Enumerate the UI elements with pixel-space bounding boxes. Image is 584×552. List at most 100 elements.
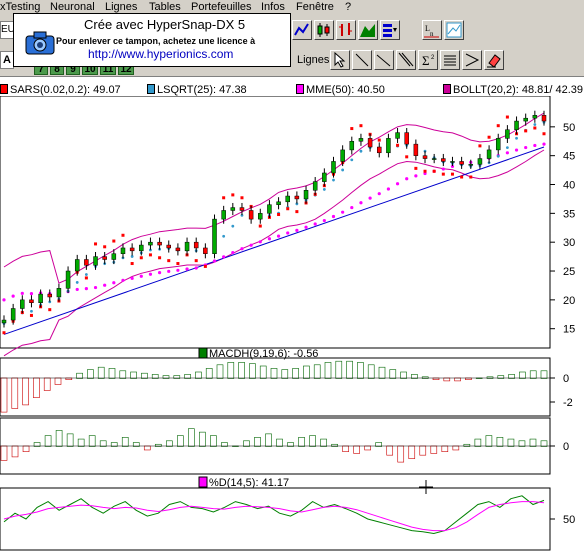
legend-bollt-label: BOLLT(20,2): 48.81/ 42.39 [453,84,584,96]
oscillator-bar [99,440,107,447]
lsqrt-point [350,158,354,162]
candle-body [404,132,409,145]
candle-body [367,138,373,148]
eraser-button[interactable] [484,50,504,70]
zoom-button[interactable] [444,20,464,40]
candle-body [422,155,428,159]
macd-bar [97,366,105,379]
menu-neuronal[interactable]: Neuronal [50,1,95,13]
menu-lignes[interactable]: Lignes [105,1,138,13]
mme-point [286,231,290,235]
macd-bar [205,368,213,379]
legend-lsqrt: LSQRT(25): 47.38 [147,84,247,96]
macd-bar [151,374,159,379]
menu-fenetre[interactable]: Fenêtre [296,1,334,13]
mme-point [249,243,253,247]
lines-stack-button[interactable] [440,50,460,70]
oscillator-bar [77,438,85,447]
lsqrt-point [515,136,518,140]
stochastic-k-line [3,495,545,535]
sar-point [203,264,207,268]
candle-body [56,288,62,298]
candlestick-button[interactable] [314,20,334,40]
lsqrt-point [533,123,537,126]
candle-body [129,247,135,252]
ohlc-bar-icon [339,23,352,36]
sar-point [350,127,354,131]
sar-point [158,256,162,260]
key-a-button[interactable]: A [0,51,14,69]
mme-point [405,177,409,181]
diagonal-line-icon [355,53,369,67]
oscillator-bar [243,440,250,447]
oscillator-bar [166,440,173,447]
candle-body [65,270,71,289]
candle-body [276,201,281,205]
line-chart-button[interactable] [292,20,312,40]
candle-body [331,161,336,174]
candle-body [431,158,437,160]
candle-body [459,161,464,165]
mme-point [542,142,546,146]
candle-body [166,244,171,249]
pointer-icon [334,52,346,68]
macd-bar [249,363,256,379]
mme-point [121,278,125,282]
mme-point [386,187,391,191]
macd-bar [195,371,202,379]
mme-point [276,234,281,238]
lsqrt-point [231,224,235,228]
candle-body [303,190,309,200]
sar-point [524,129,528,133]
mme-point [84,287,88,291]
macd-bar [389,369,397,379]
diagonal-line-2-icon [376,54,391,67]
arrow-button[interactable] [462,50,482,70]
diagonal-line-2-button[interactable] [374,50,394,70]
candlestick-icon [317,23,330,37]
ohlc-bar-button[interactable] [336,20,356,40]
menu-backtesting[interactable]: xTesting [0,1,41,13]
volume-button[interactable] [380,20,400,40]
candle-body [468,164,474,166]
mme-point [359,201,363,205]
sar-point [478,144,482,148]
oscillator-bar [463,443,471,447]
candle-body [120,247,126,254]
menu-portefeuilles[interactable]: Portefeuilles [191,1,252,13]
mountain-chart-button[interactable] [358,20,378,40]
symbol-dropdown[interactable]: EUI [0,21,14,39]
arrow-icon [465,53,480,67]
oscillator-bar [88,435,96,447]
menubar: xTesting Neuronal Lignes Tables Portefeu… [0,0,584,15]
macd-bar [313,364,321,379]
mme-point [533,143,537,148]
legend-mme-label: MME(50): 40.50 [306,84,385,96]
menu-tables[interactable]: Tables [149,1,181,13]
macd-swatch [198,347,208,359]
menu-help[interactable]: ? [345,1,352,13]
oscillator-bar [485,435,493,447]
candle-body [111,253,117,260]
mme-point [414,174,418,178]
sar-point [405,155,409,159]
candle-body [285,195,290,203]
stochastic-panel [0,487,551,551]
diagonal-line-button[interactable] [352,50,372,70]
diagonal-line-3-button[interactable] [396,50,416,70]
menu-infos[interactable]: Infos [261,1,285,13]
hypersnap-watermark: Crée avec HyperSnap-DX 5 Pour enlever ce… [13,13,291,67]
candle-body [349,141,355,151]
sar-point [542,132,546,136]
price-axis-tick-label: 45 [563,151,575,163]
macd-bar [173,375,181,379]
svg-text:L: L [425,24,430,33]
sar-point [29,313,33,317]
stochastic-d-line [3,501,545,532]
pointer-button[interactable] [330,50,350,70]
candle-body [102,256,107,260]
candle-body [441,158,446,162]
mme-point [322,218,326,223]
